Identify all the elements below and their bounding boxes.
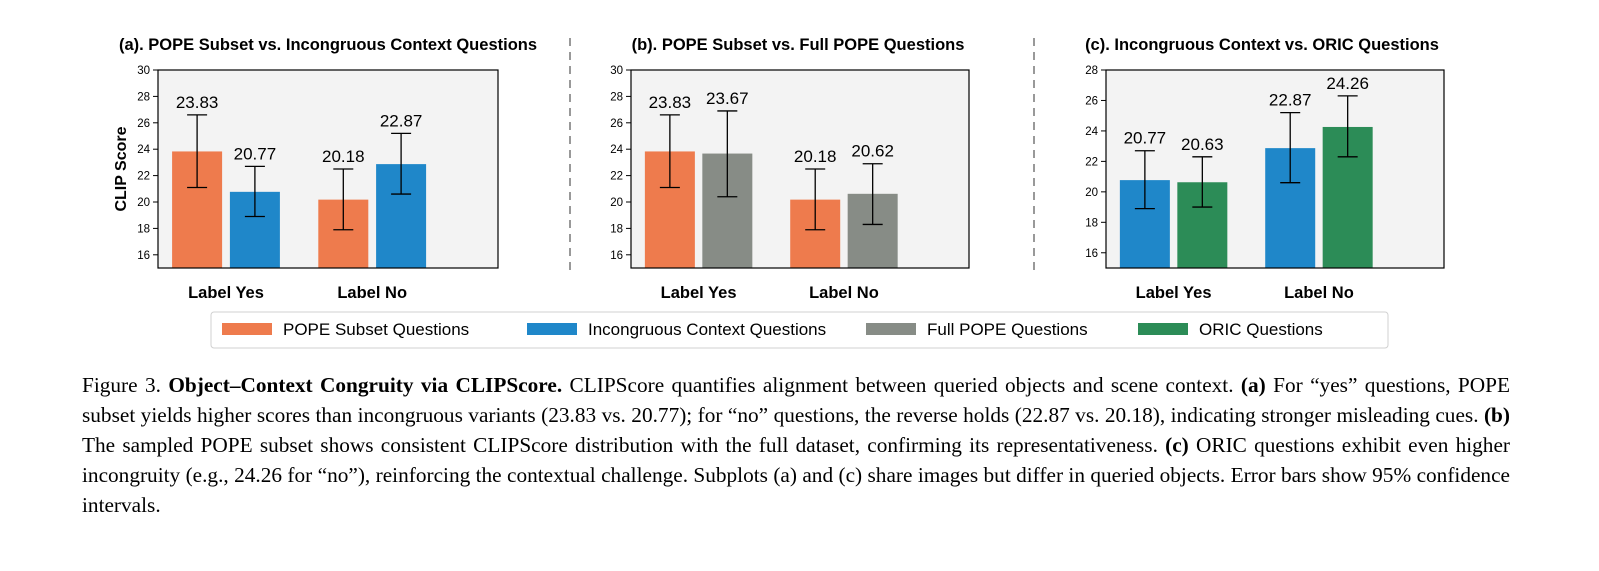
y-tick-label: 28 xyxy=(610,91,623,103)
value-label: 20.77 xyxy=(234,144,277,163)
chart-title: (a). POPE Subset vs. Incongruous Context… xyxy=(119,36,537,54)
legend-label: POPE Subset Questions xyxy=(283,320,469,339)
y-tick-label: 24 xyxy=(137,144,150,156)
caption-text-3: The sampled POPE subset shows consistent… xyxy=(82,433,1166,457)
legend-item: ORIC Questions xyxy=(1138,320,1323,339)
y-tick-label: 24 xyxy=(1085,126,1098,138)
value-label: 20.63 xyxy=(1181,135,1224,154)
y-tick-label: 26 xyxy=(610,118,623,130)
figure-charts: 16 18 20 22 24 26 28 30 23.83 20.77 Label Yes 20.18… xyxy=(113,36,1445,349)
y-tick-label: 30 xyxy=(137,65,150,77)
legend-swatch xyxy=(866,323,916,335)
y-tick-label: 20 xyxy=(610,197,623,209)
legend: POPE Subset Questions Incongruous Context… xyxy=(210,311,1389,349)
y-tick-label: 16 xyxy=(137,250,150,262)
x-category-label: Label Yes xyxy=(1136,284,1212,302)
chart-panel-1: 16 18 20 22 24 26 28 30 23.83 20.77 Label Yes 20.18… xyxy=(119,36,537,302)
plot-frame xyxy=(157,69,499,269)
caption-title: Object–Context Congruity via CLIPScore. xyxy=(168,373,563,397)
value-label: 22.87 xyxy=(380,111,423,130)
caption-ref-c: (c) xyxy=(1165,433,1189,457)
legend-item: POPE Subset Questions xyxy=(222,320,469,339)
value-label: 20.77 xyxy=(1124,129,1167,148)
y-tick-label: 28 xyxy=(1085,65,1098,77)
plot-frame xyxy=(1105,69,1445,269)
legend-label: Full POPE Questions xyxy=(927,320,1088,339)
y-axis-label: CLIP Score xyxy=(113,126,130,211)
legend-item: Full POPE Questions xyxy=(866,320,1088,339)
y-tick-label: 30 xyxy=(610,65,623,77)
value-label: 20.18 xyxy=(794,147,837,166)
y-tick-label: 18 xyxy=(610,223,623,235)
caption-text-4: ORIC questions exhibit even higher incon… xyxy=(82,433,1510,517)
caption-ref-b: (b) xyxy=(1483,403,1510,427)
caption-figure-label: Figure 3. xyxy=(82,373,161,397)
y-tick-label: 16 xyxy=(610,250,623,262)
x-category-label: Label No xyxy=(809,284,879,302)
value-label: 22.87 xyxy=(1269,91,1312,110)
y-tick-label: 28 xyxy=(137,91,150,103)
caption-ref-a: (a) xyxy=(1240,373,1266,397)
y-tick-label: 20 xyxy=(137,197,150,209)
y-tick-label: 20 xyxy=(1085,187,1098,199)
y-tick-label: 26 xyxy=(1085,95,1098,107)
x-category-label: Label Yes xyxy=(661,284,737,302)
plot-frame xyxy=(630,69,970,269)
value-label: 23.83 xyxy=(649,93,692,112)
caption-text-1: CLIPScore quantifies alignment between q… xyxy=(562,373,1241,397)
value-label: 23.67 xyxy=(706,89,749,108)
x-category-label: Label No xyxy=(337,284,407,302)
legend-box xyxy=(210,311,1389,349)
value-label: 24.26 xyxy=(1326,74,1369,93)
legend-swatch xyxy=(1138,323,1188,335)
y-tick-label: 22 xyxy=(610,171,623,183)
x-category-label: Label Yes xyxy=(188,284,264,302)
y-tick-label: 18 xyxy=(137,223,150,235)
caption-text-2: For “yes” questions, POPE subset yields … xyxy=(82,373,1511,427)
y-tick-label: 26 xyxy=(137,118,150,130)
value-label: 20.62 xyxy=(851,142,894,161)
legend-swatch xyxy=(222,323,272,335)
y-tick-label: 24 xyxy=(610,144,623,156)
x-category-label: Label No xyxy=(1284,284,1354,302)
legend-swatch xyxy=(527,323,577,335)
legend-item: Incongruous Context Questions xyxy=(527,320,826,339)
y-tick-label: 22 xyxy=(1085,156,1098,168)
value-label: 20.18 xyxy=(322,147,365,166)
y-tick-label: 18 xyxy=(1085,217,1098,229)
legend-label: ORIC Questions xyxy=(1199,320,1323,339)
chart-title: (c). Incongruous Context vs. ORIC Questi… xyxy=(1085,36,1439,54)
y-tick-label: 16 xyxy=(1085,248,1098,260)
legend-label: Incongruous Context Questions xyxy=(588,320,826,339)
chart-title: (b). POPE Subset vs. Full POPE Questions xyxy=(632,36,965,54)
figure-caption: Figure 3. Object–Context Congruity via C… xyxy=(82,370,1510,520)
chart-panel-2: 16 18 20 22 24 26 28 30 23.83 23.67 Label Yes 20.18… xyxy=(610,36,970,302)
y-tick-label: 22 xyxy=(137,171,150,183)
chart-panel-3: 16 18 20 22 24 26 28 20.77 20.63 Label Yes 22.87 24… xyxy=(1085,36,1445,302)
value-label: 23.83 xyxy=(176,93,219,112)
